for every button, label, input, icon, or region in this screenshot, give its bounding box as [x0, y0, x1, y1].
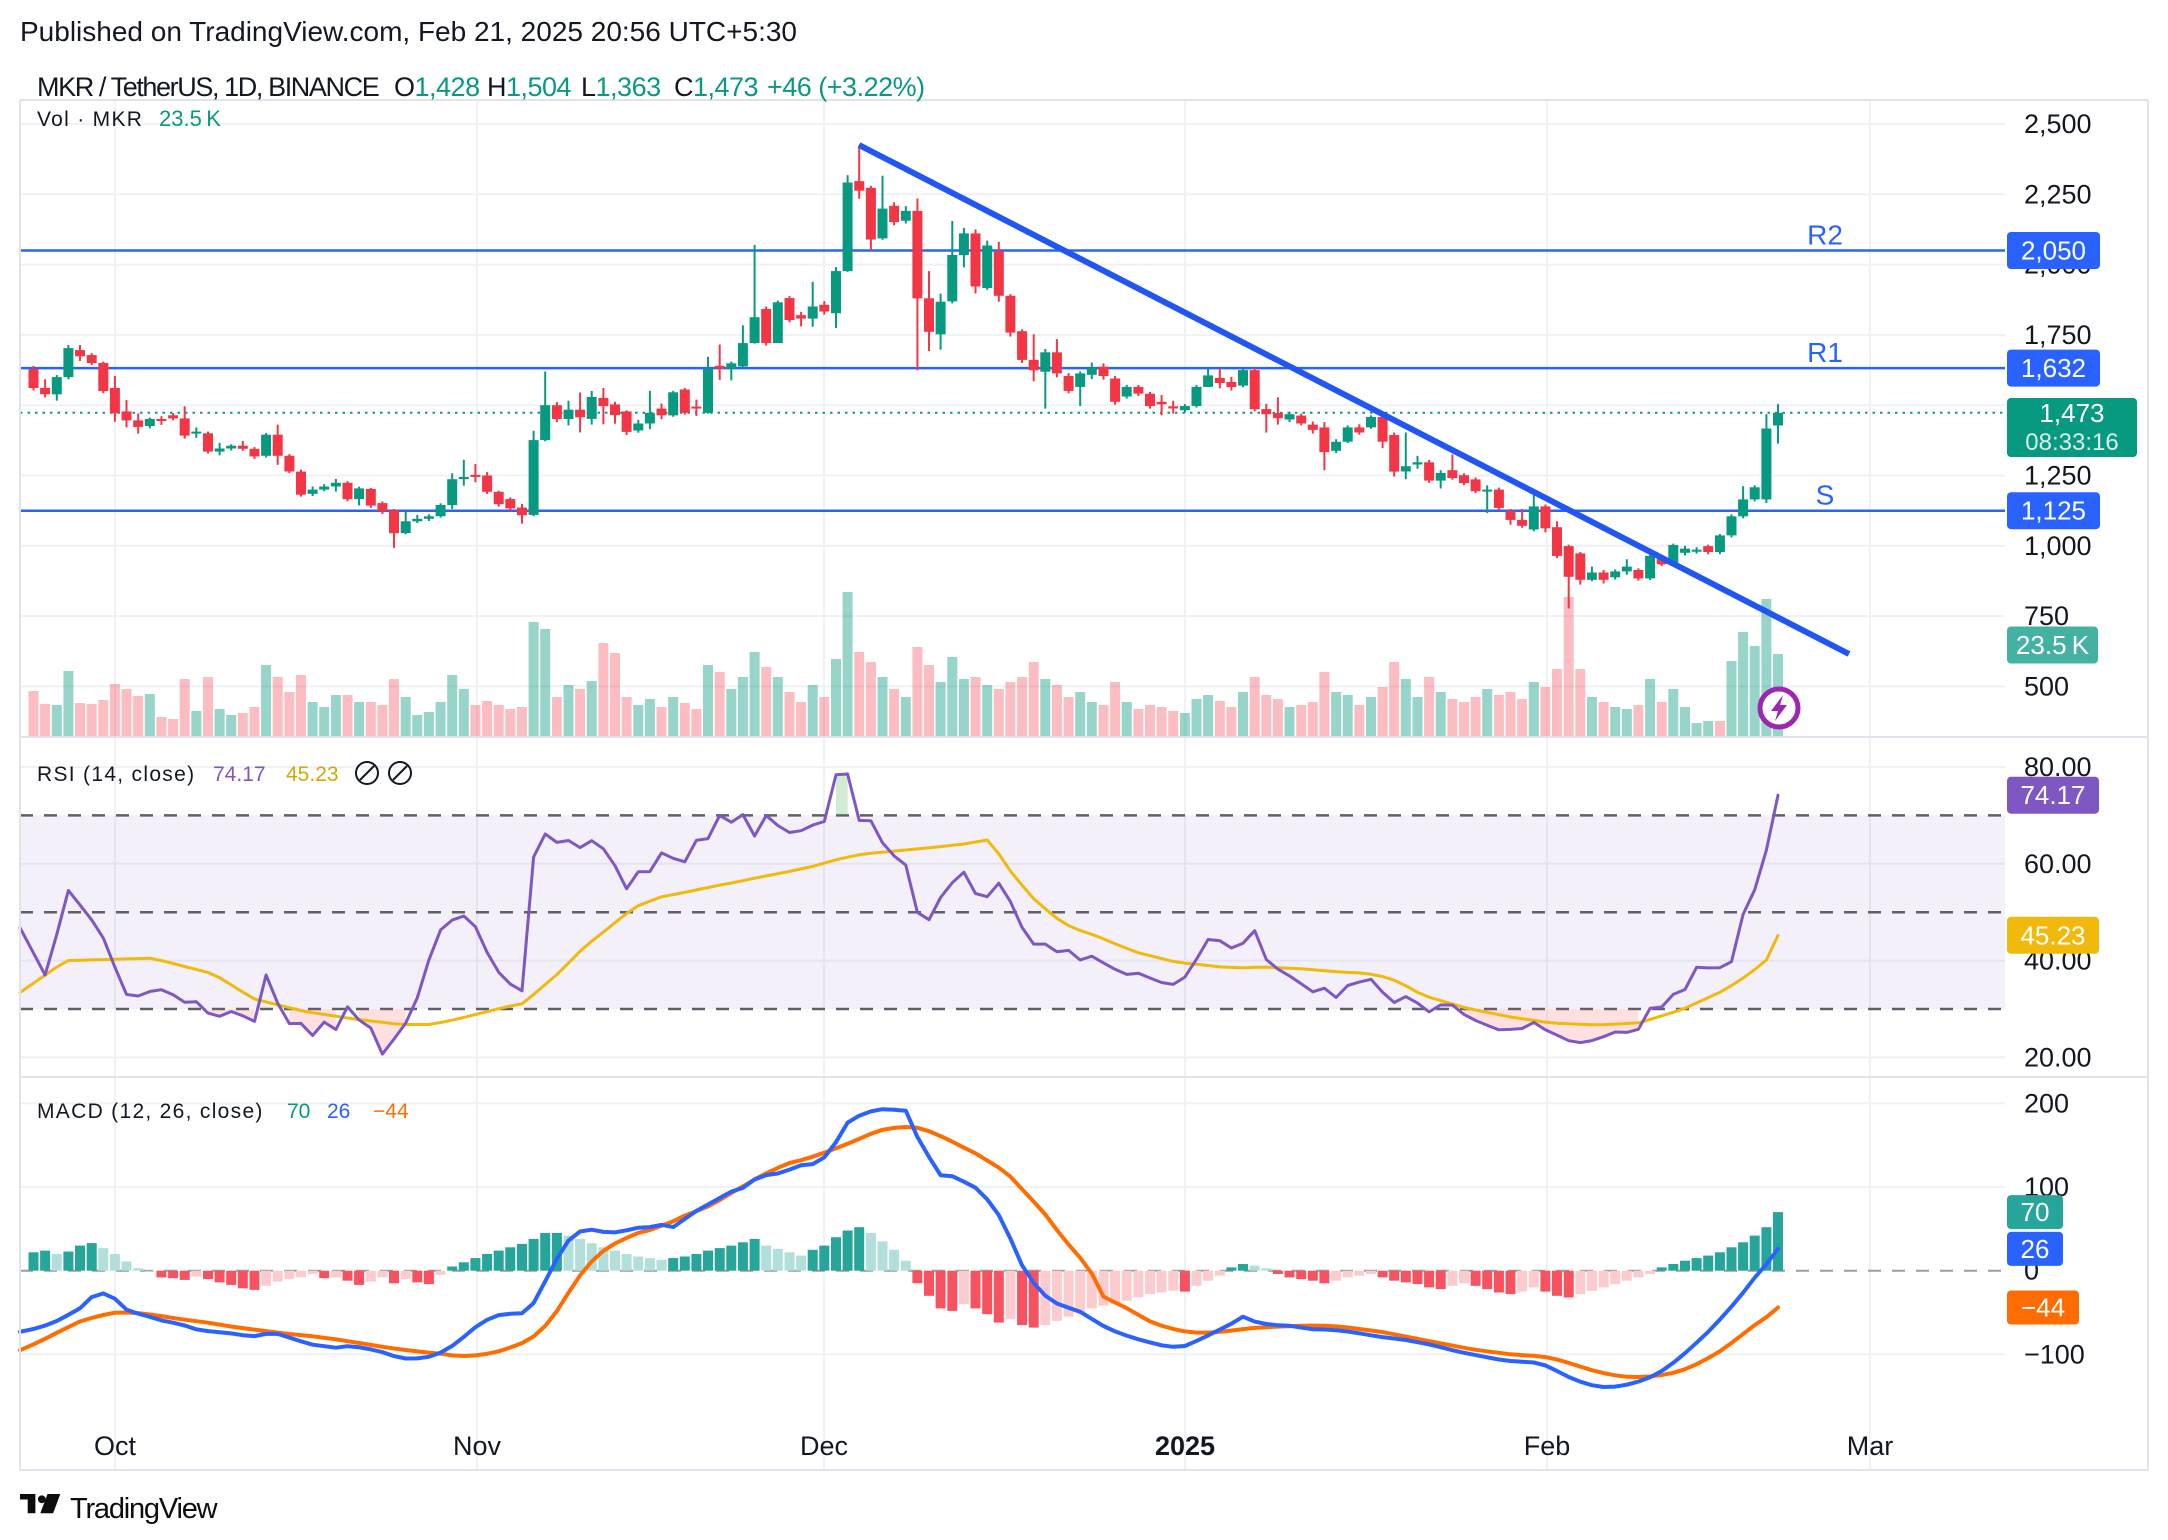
- svg-text:74.17: 74.17: [2020, 780, 2085, 810]
- svg-text:200: 200: [2024, 1088, 2069, 1118]
- svg-text:23.5 K: 23.5 K: [159, 106, 221, 131]
- svg-text:TradingView: TradingView: [70, 1493, 219, 1525]
- svg-text:L1,363: L1,363: [581, 72, 661, 102]
- svg-text:1,125: 1,125: [2021, 496, 2086, 526]
- svg-text:−44: −44: [373, 1100, 409, 1123]
- svg-text:08:33:16: 08:33:16: [2025, 429, 2118, 456]
- svg-text:Vol · MKR: Vol · MKR: [37, 108, 143, 131]
- svg-text:RSI (14, close): RSI (14, close): [37, 763, 195, 786]
- svg-text:60.00: 60.00: [2024, 849, 2092, 879]
- svg-text:R1: R1: [1807, 337, 1843, 368]
- svg-text:−44: −44: [2021, 1293, 2065, 1323]
- svg-text:1,750: 1,750: [2024, 320, 2092, 350]
- svg-text:1,473: 1,473: [2039, 398, 2104, 428]
- svg-text:Nov: Nov: [453, 1431, 502, 1461]
- svg-text:500: 500: [2024, 671, 2069, 701]
- svg-text:2,250: 2,250: [2024, 179, 2092, 209]
- svg-text:1,632: 1,632: [2021, 353, 2086, 383]
- svg-text:26: 26: [327, 1100, 350, 1123]
- svg-text:1,250: 1,250: [2024, 461, 2092, 491]
- svg-text:O1,428: O1,428: [394, 72, 480, 102]
- svg-text:R2: R2: [1807, 220, 1843, 251]
- svg-text:MKR / TetherUS, 1D, BINANCE: MKR / TetherUS, 1D, BINANCE: [37, 72, 379, 102]
- svg-text:70: 70: [2021, 1197, 2050, 1227]
- svg-text:74.17: 74.17: [213, 763, 266, 786]
- svg-text:H1,504: H1,504: [487, 72, 572, 102]
- svg-text:1,000: 1,000: [2024, 531, 2092, 561]
- svg-text:2025: 2025: [1155, 1431, 1215, 1461]
- svg-text:Mar: Mar: [1847, 1431, 1894, 1461]
- svg-text:MACD (12, 26, close): MACD (12, 26, close): [37, 1100, 264, 1123]
- svg-text:C1,473: C1,473: [674, 72, 758, 102]
- svg-text:23.5 K: 23.5 K: [2016, 630, 2090, 660]
- svg-text:+46 (+3.22%): +46 (+3.22%): [767, 72, 925, 102]
- svg-text:20.00: 20.00: [2024, 1042, 2092, 1072]
- svg-text:Published on TradingView.com,: Published on TradingView.com, Feb 21, 20…: [20, 16, 797, 47]
- svg-text:Oct: Oct: [94, 1431, 137, 1461]
- svg-text:2,500: 2,500: [2024, 109, 2092, 139]
- svg-text:−100: −100: [2024, 1339, 2085, 1369]
- svg-text:S: S: [1816, 480, 1835, 511]
- svg-text:750: 750: [2024, 601, 2069, 631]
- svg-text:45.23: 45.23: [2020, 920, 2085, 950]
- svg-text:2,050: 2,050: [2021, 236, 2086, 266]
- svg-text:70: 70: [287, 1100, 310, 1123]
- svg-text:Feb: Feb: [1524, 1431, 1571, 1461]
- svg-text:Dec: Dec: [800, 1431, 848, 1461]
- svg-text:45.23: 45.23: [286, 763, 339, 786]
- svg-text:26: 26: [2021, 1234, 2050, 1264]
